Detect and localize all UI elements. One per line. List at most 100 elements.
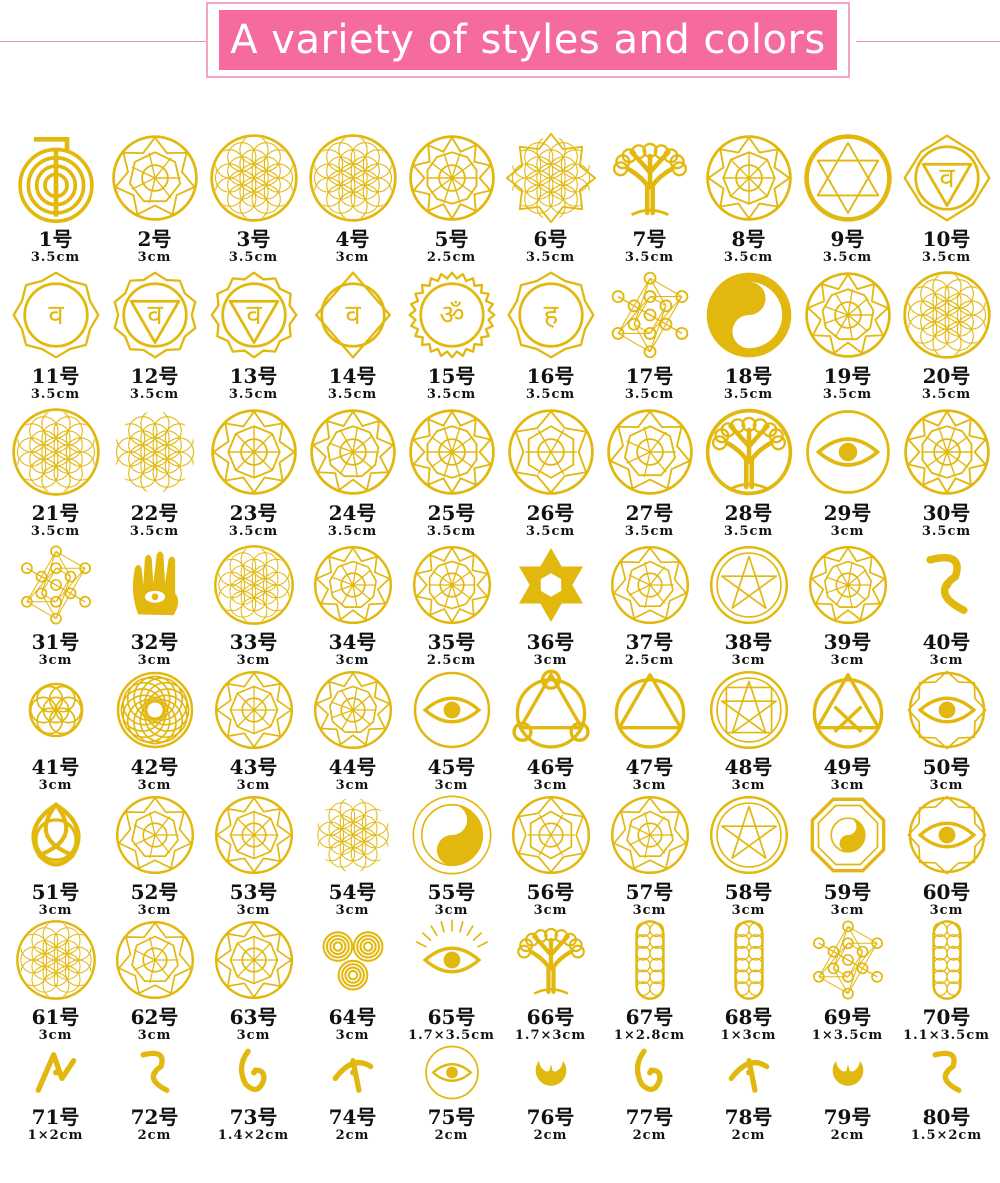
item-size: 3cm xyxy=(929,778,964,793)
item-size: 1×3cm xyxy=(720,1028,777,1043)
item-number: 55号 xyxy=(427,880,476,904)
item-size: 3cm xyxy=(137,250,172,265)
item-number: 41号 xyxy=(31,755,80,779)
flower-of-life-icon xyxy=(209,134,298,222)
item-number: 8号 xyxy=(731,227,766,251)
item-size: 1×2.8cm xyxy=(613,1028,686,1043)
triple-circle-icon xyxy=(511,669,590,749)
item-size: 2cm xyxy=(137,1128,172,1143)
symbol-item: 73号 1.4×2cm xyxy=(204,1043,303,1143)
symbol-item: 47号 3cm xyxy=(600,668,699,793)
sun-flower-icon xyxy=(214,670,293,750)
symbol-item: 27号 3.5cm xyxy=(600,406,699,543)
item-size: 3cm xyxy=(137,903,172,918)
item-size: 2.5cm xyxy=(624,653,675,668)
item-size: 3cm xyxy=(236,1028,271,1043)
item-number: 62号 xyxy=(130,1005,179,1029)
throat-chakra-icon: ह xyxy=(507,271,594,359)
item-number: 60号 xyxy=(922,880,971,904)
flower-of-life-icon xyxy=(213,545,294,625)
hexagon-star-icon xyxy=(111,135,198,221)
item-number: 9号 xyxy=(830,227,865,251)
item-number: 19号 xyxy=(823,364,872,388)
seed-of-life-icon xyxy=(28,682,83,738)
item-number: 24号 xyxy=(328,501,377,525)
item-number: 50号 xyxy=(922,755,971,779)
item-size: 3.5cm xyxy=(228,387,279,402)
item-size: 1.4×2cm xyxy=(217,1128,290,1143)
item-size: 2cm xyxy=(731,1128,766,1143)
item-size: 3.5cm xyxy=(228,524,279,539)
item-size: 3.5cm xyxy=(624,387,675,402)
item-number: 73号 xyxy=(229,1105,278,1129)
reiki-symbol-icon xyxy=(238,1048,266,1092)
symbol-row: 41号 3cm 42号 3cm 43号 3cm 44号 3cm 45号 3cm 46号 3cm 47号 3… xyxy=(6,668,996,793)
item-number: 34号 xyxy=(328,630,377,654)
item-size: 3.5cm xyxy=(30,250,81,265)
item-size: 3cm xyxy=(38,778,73,793)
item-size: 2cm xyxy=(830,1128,865,1143)
item-number: 49号 xyxy=(823,755,872,779)
vegvisir-icon xyxy=(115,795,194,875)
item-number: 3号 xyxy=(236,227,271,251)
third-eye-chakra-icon: व xyxy=(314,271,391,359)
item-number: 74号 xyxy=(328,1105,377,1129)
merkaba-star-icon xyxy=(808,545,887,625)
item-size: 3cm xyxy=(38,903,73,918)
item-number: 58号 xyxy=(724,880,773,904)
item-number: 25号 xyxy=(427,501,476,525)
banner-title: A variety of styles and colors xyxy=(219,10,837,70)
rosette-icon xyxy=(116,671,193,749)
item-number: 67号 xyxy=(625,1005,674,1029)
item-size: 2cm xyxy=(434,1128,469,1143)
banner-divider-right xyxy=(856,41,1000,42)
item-size: 3cm xyxy=(830,524,865,539)
item-size: 3cm xyxy=(335,778,370,793)
item-size: 3cm xyxy=(830,778,865,793)
lotus-circle-icon xyxy=(511,795,590,875)
rune-symbol-icon xyxy=(925,553,968,614)
item-size: 3.5cm xyxy=(426,524,477,539)
item-number: 47号 xyxy=(625,755,674,779)
eye-star-icon xyxy=(907,670,986,750)
symbol-item: व 10号 3.5cm xyxy=(897,132,996,269)
symbol-item: 43号 3cm xyxy=(204,668,303,793)
symbol-item: 34号 3cm xyxy=(303,543,402,668)
symbol-item: 30号 3.5cm xyxy=(897,406,996,543)
symbol-row: 1号 3.5cm 2号 3cm 3号 3.5cm 4号 3cm 5号 2.5cm 6号 3.5cm 7号… xyxy=(6,132,996,269)
item-size: 3cm xyxy=(236,903,271,918)
root-chakra-icon: व xyxy=(903,134,990,222)
item-number: 16号 xyxy=(526,364,575,388)
metatron-cube-icon xyxy=(20,545,91,625)
vertical-metatron-icon xyxy=(812,920,883,1000)
crescent-symbol-icon xyxy=(832,1060,863,1086)
om-mandala-icon xyxy=(214,795,293,875)
item-size: 3cm xyxy=(236,653,271,668)
item-number: 22号 xyxy=(130,501,179,525)
item-size: 3cm xyxy=(731,653,766,668)
item-number: 36号 xyxy=(526,630,575,654)
item-size: 3.5cm xyxy=(30,387,81,402)
item-size: 1×2cm xyxy=(27,1128,84,1143)
eye-of-horus-icon xyxy=(805,410,890,494)
item-size: 3.5cm xyxy=(624,250,675,265)
item-size: 3.5cm xyxy=(525,524,576,539)
symbol-item: 28号 3.5cm xyxy=(699,406,798,543)
item-size: 3cm xyxy=(830,903,865,918)
item-number: 75号 xyxy=(427,1105,476,1129)
item-number: 37号 xyxy=(625,630,674,654)
sun-eye-icon xyxy=(424,1045,479,1100)
reiki-symbol-icon xyxy=(332,1058,373,1093)
item-size: 3.5cm xyxy=(426,387,477,402)
flower-of-life-icon xyxy=(15,920,96,1000)
flower-of-life-circle-icon xyxy=(11,408,100,496)
item-size: 3cm xyxy=(335,653,370,668)
item-number: 61号 xyxy=(31,1005,80,1029)
item-number: 65号 xyxy=(427,1005,476,1029)
symbol-item: 48号 3cm xyxy=(699,668,798,793)
symbol-item: 55号 3cm xyxy=(402,793,501,918)
symbol-item: 74号 2cm xyxy=(303,1043,402,1143)
item-number: 57号 xyxy=(625,880,674,904)
item-size: 3cm xyxy=(533,778,568,793)
item-size: 3cm xyxy=(236,778,271,793)
